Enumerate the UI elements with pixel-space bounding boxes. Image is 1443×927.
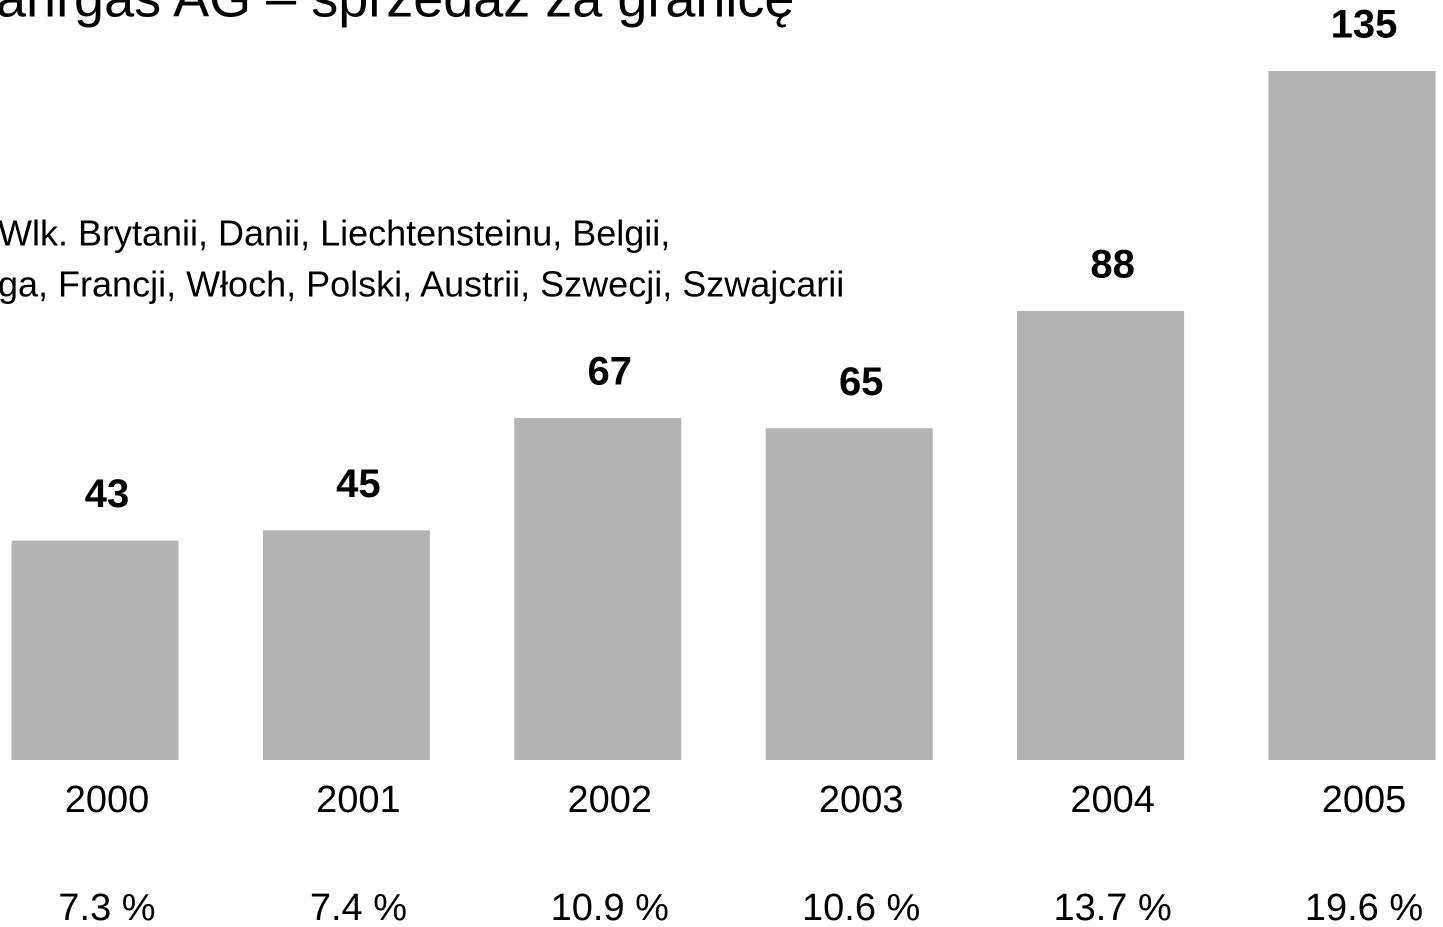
- x-tick-label: 2001: [316, 779, 401, 821]
- x-tick-label: 2000: [65, 779, 150, 821]
- value-label: 135: [1331, 3, 1398, 47]
- bar: [765, 428, 933, 760]
- bar: [514, 418, 682, 760]
- value-label: 88: [1090, 242, 1135, 286]
- share-label: 10.6 %: [802, 887, 920, 927]
- value-label: 45: [336, 462, 381, 506]
- x-tick-label: 2003: [819, 779, 904, 821]
- bar: [1268, 71, 1436, 760]
- share-label: 19.6 %: [1305, 887, 1423, 927]
- share-label: 7.3 %: [58, 887, 155, 927]
- share-label: 10.9 %: [551, 887, 669, 927]
- share-label: 13.7 %: [1053, 887, 1171, 927]
- share-label: 7.4 %: [310, 887, 407, 927]
- x-tick-label: 2005: [1322, 779, 1407, 821]
- x-tick-label: 2004: [1070, 779, 1155, 821]
- value-label: 65: [839, 360, 884, 404]
- bar: [262, 530, 430, 760]
- value-label: 67: [588, 350, 633, 394]
- subtitle-line: ga, Francji, Włoch, Polski, Austrii, Szw…: [0, 264, 844, 305]
- x-tick-label: 2002: [568, 779, 653, 821]
- chart-title: ahrgas AG – sprzedaż za granicę: [0, 0, 794, 28]
- subtitle-line: Wlk. Brytanii, Danii, Liechtensteinu, Be…: [0, 213, 670, 254]
- bar: [1017, 310, 1185, 760]
- value-label: 43: [85, 472, 130, 516]
- bar: [11, 540, 179, 760]
